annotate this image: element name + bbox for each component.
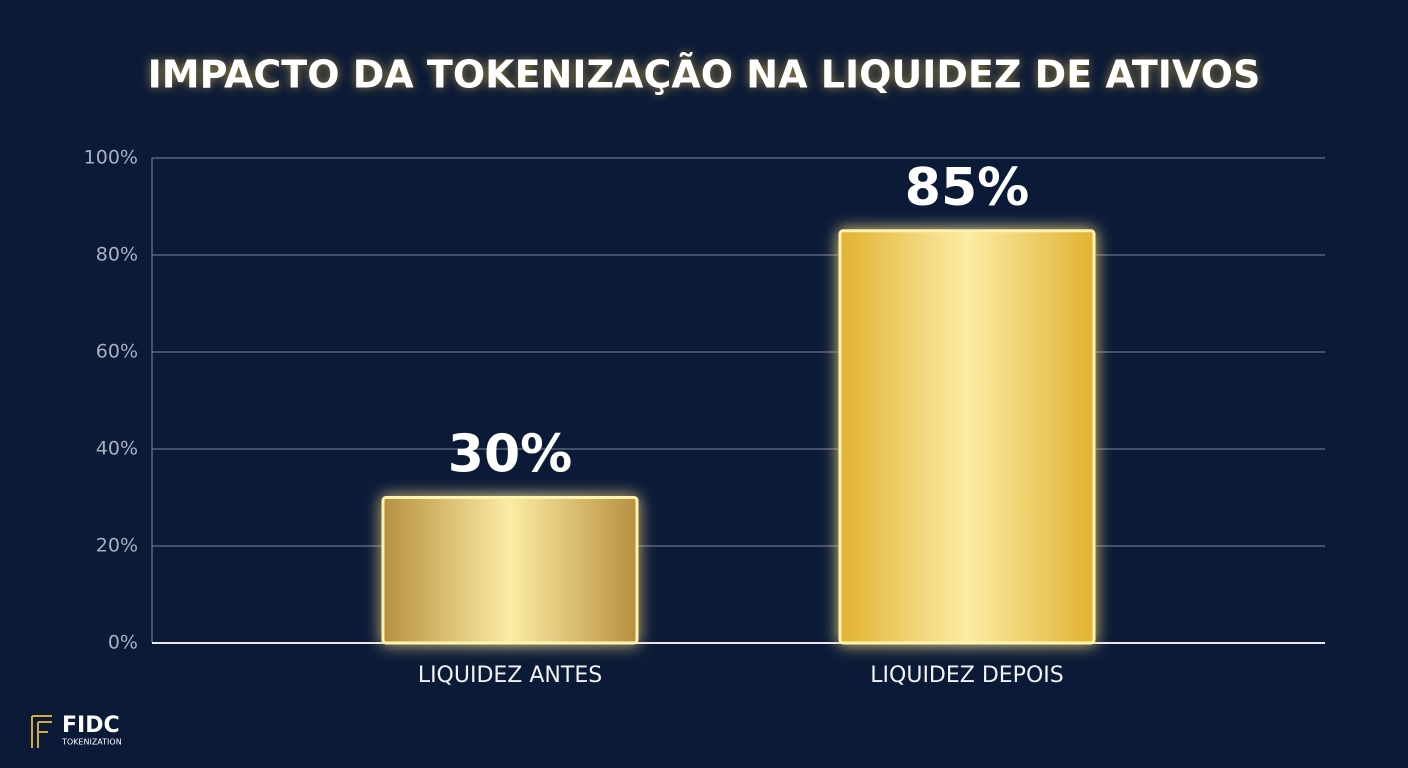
logo-icon	[31, 715, 52, 748]
logo: FIDC TOKENIZATION	[31, 713, 122, 748]
y-tick-label: 60%	[96, 341, 138, 363]
logo-tagline: TOKENIZATION	[61, 738, 122, 747]
chart-title: IMPACTO DA TOKENIZAÇÃO NA LIQUIDEZ DE AT…	[148, 53, 1261, 97]
x-tick-label: LIQUIDEZ ANTES	[418, 663, 602, 688]
y-tick-label: 100%	[84, 147, 138, 169]
y-tick-label: 40%	[96, 438, 138, 460]
x-tick-label: LIQUIDEZ DEPOIS	[870, 663, 1063, 688]
y-tick-label: 80%	[96, 244, 138, 266]
value-label: 30%	[448, 425, 572, 485]
bar	[838, 229, 1096, 645]
value-label: 85%	[905, 158, 1029, 218]
logo-name: FIDC	[62, 713, 120, 738]
bar	[381, 496, 639, 645]
y-tick-label: 0%	[108, 632, 138, 654]
y-tick-label: 20%	[96, 535, 138, 557]
